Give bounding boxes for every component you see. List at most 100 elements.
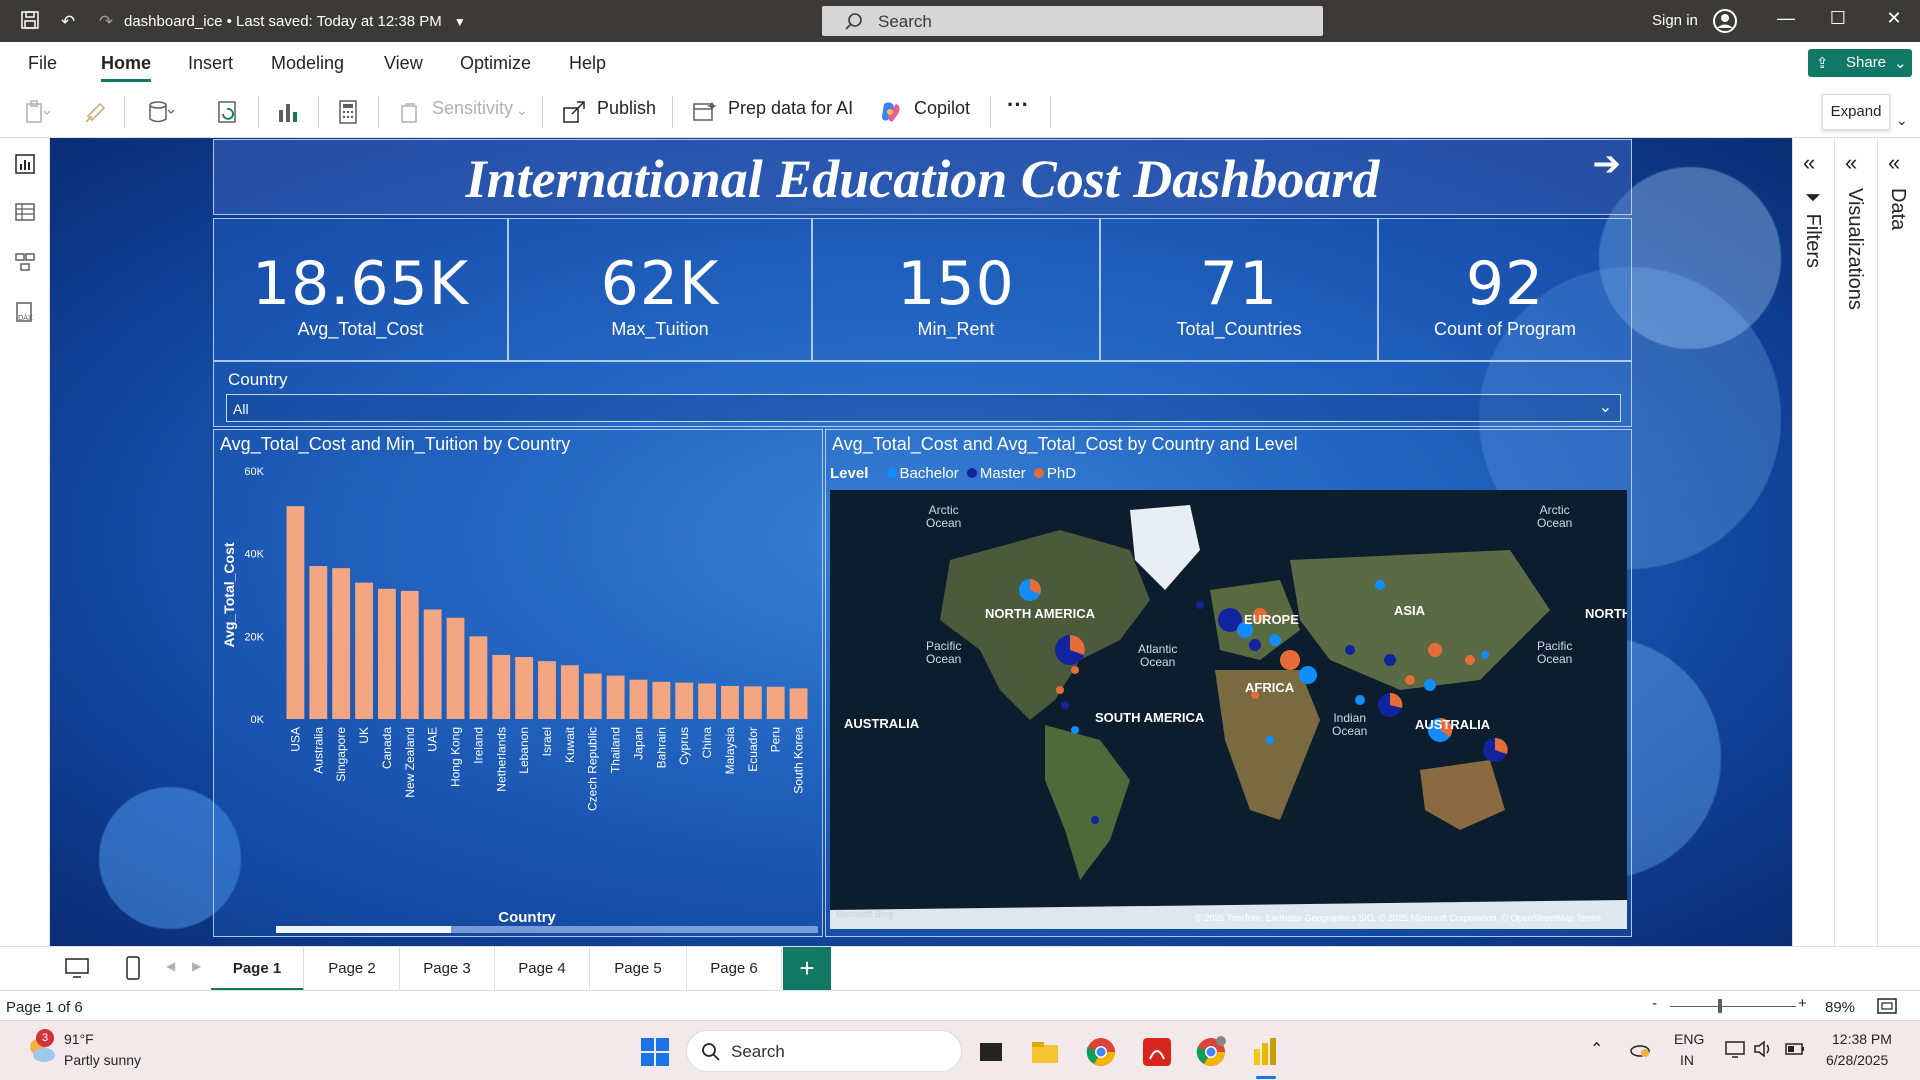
tab-view[interactable]: View: [384, 53, 423, 73]
map-attribution[interactable]: © 2025 TomTom, Earthstar Geographics SIO…: [1195, 913, 1601, 923]
model-view-icon[interactable]: [13, 250, 37, 274]
chevron-down-icon[interactable]: ▼: [453, 15, 466, 29]
bar[interactable]: [583, 673, 602, 719]
fit-to-page-icon[interactable]: [1876, 997, 1898, 1015]
sensitivity-button[interactable]: Sensitivity: [432, 98, 514, 118]
slicer-dropdown[interactable]: All ⌄: [226, 394, 1621, 422]
page-tab-2[interactable]: Page 2: [305, 947, 400, 991]
bar[interactable]: [355, 582, 373, 719]
publish-icon[interactable]: [560, 98, 588, 126]
tab-modeling[interactable]: Modeling: [271, 53, 345, 73]
bar[interactable]: [309, 566, 328, 719]
acrobat-icon[interactable]: [1140, 1035, 1174, 1069]
chrome-icon[interactable]: [1084, 1035, 1118, 1069]
legend-item[interactable]: Bachelor: [899, 465, 959, 482]
undo-icon[interactable]: ↶: [60, 12, 76, 31]
bar-chart-visual[interactable]: Avg_Total_Cost and Min_Tuition by Countr…: [213, 429, 823, 937]
onedrive-icon[interactable]: [1628, 1039, 1650, 1059]
bar[interactable]: [698, 683, 717, 719]
visualizations-pane[interactable]: « Visualizations: [1834, 138, 1876, 946]
dax-query-icon[interactable]: DAX: [13, 300, 37, 324]
clock-date[interactable]: 6/28/2025: [1826, 1052, 1889, 1068]
language-indicator[interactable]: ENG: [1674, 1031, 1705, 1047]
visualizations-label[interactable]: Visualizations: [1844, 188, 1866, 310]
region-indicator[interactable]: IN: [1680, 1052, 1694, 1068]
format-painter-icon[interactable]: [82, 98, 110, 126]
data-label[interactable]: Data: [1887, 188, 1909, 231]
bar[interactable]: [446, 617, 465, 719]
search-box[interactable]: Search: [822, 6, 1323, 36]
filters-pane[interactable]: « ⏷ Filters: [1792, 138, 1834, 946]
bar[interactable]: [652, 681, 671, 719]
bar[interactable]: [469, 636, 488, 719]
clock-time[interactable]: 12:38 PM: [1832, 1031, 1892, 1047]
sign-in-link[interactable]: Sign in: [1652, 12, 1698, 29]
collapse-icon[interactable]: «: [1888, 150, 1901, 175]
get-data-icon[interactable]: [146, 98, 174, 126]
bar[interactable]: [766, 686, 785, 719]
tab-optimize[interactable]: Optimize: [460, 53, 532, 73]
page-tab-6[interactable]: Page 6: [687, 947, 782, 991]
bar[interactable]: [560, 665, 579, 719]
zoom-slider[interactable]: [1670, 1006, 1796, 1007]
windows-start-icon[interactable]: [638, 1035, 672, 1069]
bar[interactable]: [400, 590, 419, 719]
add-page-button[interactable]: +: [783, 947, 831, 991]
mobile-layout-icon[interactable]: [124, 955, 142, 981]
page-tab-1[interactable]: Page 1: [211, 947, 304, 991]
bar[interactable]: [377, 588, 396, 719]
bar[interactable]: [492, 654, 511, 719]
account-icon[interactable]: [1712, 8, 1738, 34]
zoom-out-button[interactable]: -: [1652, 995, 1657, 1012]
bar[interactable]: [606, 675, 625, 719]
world-map[interactable]: Arctic Ocean Arctic Ocean NORTH AMERICA AS…: [830, 490, 1627, 929]
bar[interactable]: [515, 657, 534, 719]
page-tab-4[interactable]: Page 4: [495, 947, 590, 991]
table-view-icon[interactable]: [13, 200, 37, 224]
legend-item[interactable]: PhD: [1046, 465, 1077, 482]
data-pane[interactable]: « Data: [1877, 138, 1919, 946]
map-visual[interactable]: Avg_Total_Cost and Avg_Total_Cost by Cou…: [825, 429, 1632, 937]
chevron-down-icon[interactable]: ⌄: [1896, 112, 1908, 128]
bar[interactable]: [789, 688, 808, 719]
redo-icon[interactable]: ↷: [98, 12, 114, 31]
bar[interactable]: [629, 679, 648, 719]
paste-icon[interactable]: [22, 98, 50, 126]
tab-help[interactable]: Help: [569, 53, 607, 73]
tab-home[interactable]: Home: [101, 53, 152, 82]
task-view-icon[interactable]: [974, 1035, 1008, 1069]
legend-item[interactable]: Master: [979, 465, 1026, 482]
tab-file[interactable]: File: [28, 53, 58, 73]
prep-data-button[interactable]: Prep data for AI: [728, 98, 854, 118]
collapse-icon[interactable]: «: [1803, 150, 1816, 175]
zoom-in-button[interactable]: +: [1798, 995, 1807, 1012]
report-view-icon[interactable]: [13, 152, 37, 176]
document-title[interactable]: dashboard_ice • Last saved: Today at 12:…: [124, 13, 466, 30]
chrome-profile-icon[interactable]: [1194, 1035, 1228, 1069]
calculator-icon[interactable]: [334, 98, 362, 126]
zoom-level[interactable]: 89%: [1825, 999, 1856, 1016]
page-tab-3[interactable]: Page 3: [400, 947, 495, 991]
new-visual-icon[interactable]: [274, 98, 302, 126]
maximize-icon[interactable]: ☐: [1829, 8, 1847, 28]
scrollbar-thumb[interactable]: [276, 926, 451, 933]
bar[interactable]: [286, 506, 305, 719]
bar[interactable]: [423, 609, 442, 719]
desktop-layout-icon[interactable]: [64, 957, 90, 979]
refresh-icon[interactable]: [214, 98, 242, 126]
bar[interactable]: [538, 661, 556, 719]
power-bi-icon[interactable]: [1248, 1035, 1282, 1069]
volume-icon[interactable]: [1752, 1039, 1774, 1059]
tab-insert[interactable]: Insert: [188, 53, 234, 73]
close-icon[interactable]: ✕: [1886, 8, 1902, 28]
taskbar-search[interactable]: Search: [686, 1030, 962, 1072]
arrow-right-icon[interactable]: ➔: [1592, 145, 1622, 183]
bar[interactable]: [332, 568, 351, 719]
chevron-left-icon[interactable]: ◀: [166, 959, 176, 973]
network-icon[interactable]: [1724, 1039, 1746, 1059]
filters-pane-label[interactable]: ⏷ Filters: [1801, 188, 1824, 268]
chevron-right-icon[interactable]: ▶: [192, 959, 202, 973]
minimize-icon[interactable]: —: [1777, 8, 1795, 28]
file-explorer-icon[interactable]: [1028, 1035, 1062, 1069]
copilot-icon[interactable]: [876, 98, 904, 126]
